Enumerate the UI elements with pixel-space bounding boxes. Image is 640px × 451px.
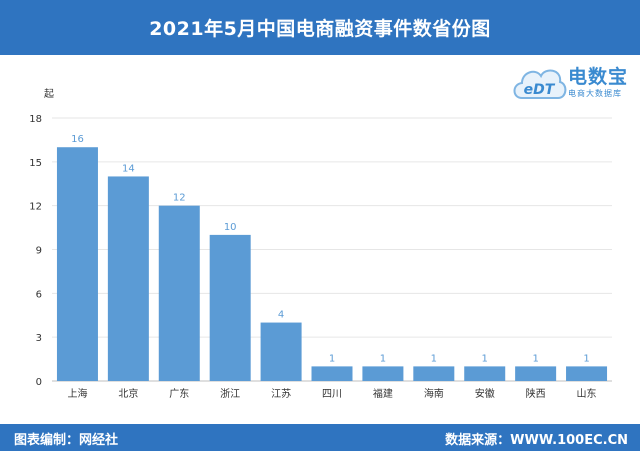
x-tick-label: 北京 — [118, 387, 138, 400]
data-label: 10 — [224, 222, 237, 233]
data-label: 1 — [482, 353, 488, 364]
y-tick-label: 18 — [29, 114, 42, 125]
logo-badge: eDT — [524, 82, 556, 98]
plot-area: 0 3 6 9 12 15 18 起 16 上海 14 北京 12 广东 10 浙江 4 江苏 1 四川 1 福建 1 海南 1… — [0, 55, 640, 424]
y-tick-label: 3 — [36, 333, 42, 344]
footer-credit: 图表编制：网经社 — [14, 433, 119, 448]
y-tick-label: 9 — [36, 246, 42, 257]
chart-title: 2021年5月中国电商融资事件数省份图 — [149, 18, 491, 40]
data-label: 1 — [532, 353, 538, 364]
x-tick-label: 浙江 — [220, 388, 240, 400]
data-label: 1 — [380, 353, 386, 364]
bar — [413, 366, 455, 381]
bar-chart: 0 3 6 9 12 15 18 起 16 上海 14 北京 12 广东 10 浙江 4 江苏 1 四川 1 福建 1 海南 1… — [29, 88, 612, 400]
bar — [260, 322, 302, 381]
y-tick-label: 15 — [29, 158, 42, 169]
y-tick-label: 6 — [36, 289, 42, 300]
x-tick-label: 福建 — [373, 387, 393, 400]
x-tick-label: 江苏 — [271, 387, 291, 400]
bar — [311, 366, 353, 381]
data-label: 4 — [278, 310, 284, 321]
chart-header: 2021年5月中国电商融资事件数省份图 — [0, 0, 640, 55]
data-label: 12 — [173, 193, 186, 204]
bar — [107, 176, 149, 381]
chart-footer: 图表编制：网经社 数据来源：WWW.100EC.CN — [0, 424, 640, 451]
bar — [158, 205, 200, 381]
x-tick-label: 山东 — [577, 387, 597, 400]
logo-tagline: 电商大数据库 — [568, 89, 622, 98]
bar — [362, 366, 404, 381]
x-tick-label: 陕西 — [526, 387, 546, 400]
data-label: 1 — [431, 353, 437, 364]
y-axis-label: 起 — [44, 88, 54, 100]
logo-brand: 电数宝 — [568, 66, 629, 88]
y-tick-label: 12 — [29, 202, 42, 213]
edt-logo: eDT 电数宝 电商大数据库 — [508, 58, 640, 108]
bar — [515, 366, 557, 381]
data-label: 16 — [71, 134, 84, 145]
y-tick-label: 0 — [36, 377, 42, 388]
footer-source: 数据来源：WWW.100EC.CN — [445, 433, 628, 448]
x-tick-label: 海南 — [424, 387, 444, 400]
data-label: 14 — [122, 163, 135, 174]
bar — [56, 147, 98, 381]
bar — [464, 366, 506, 381]
x-tick-label: 上海 — [67, 387, 87, 400]
x-tick-label: 四川 — [322, 389, 342, 400]
x-tick-label: 安徽 — [475, 387, 495, 400]
bar — [566, 366, 608, 381]
data-label: 1 — [329, 353, 335, 364]
x-tick-label: 广东 — [169, 387, 189, 400]
cloud-logo-icon: eDT — [513, 69, 567, 99]
data-label: 1 — [583, 353, 589, 364]
bar — [209, 234, 251, 381]
